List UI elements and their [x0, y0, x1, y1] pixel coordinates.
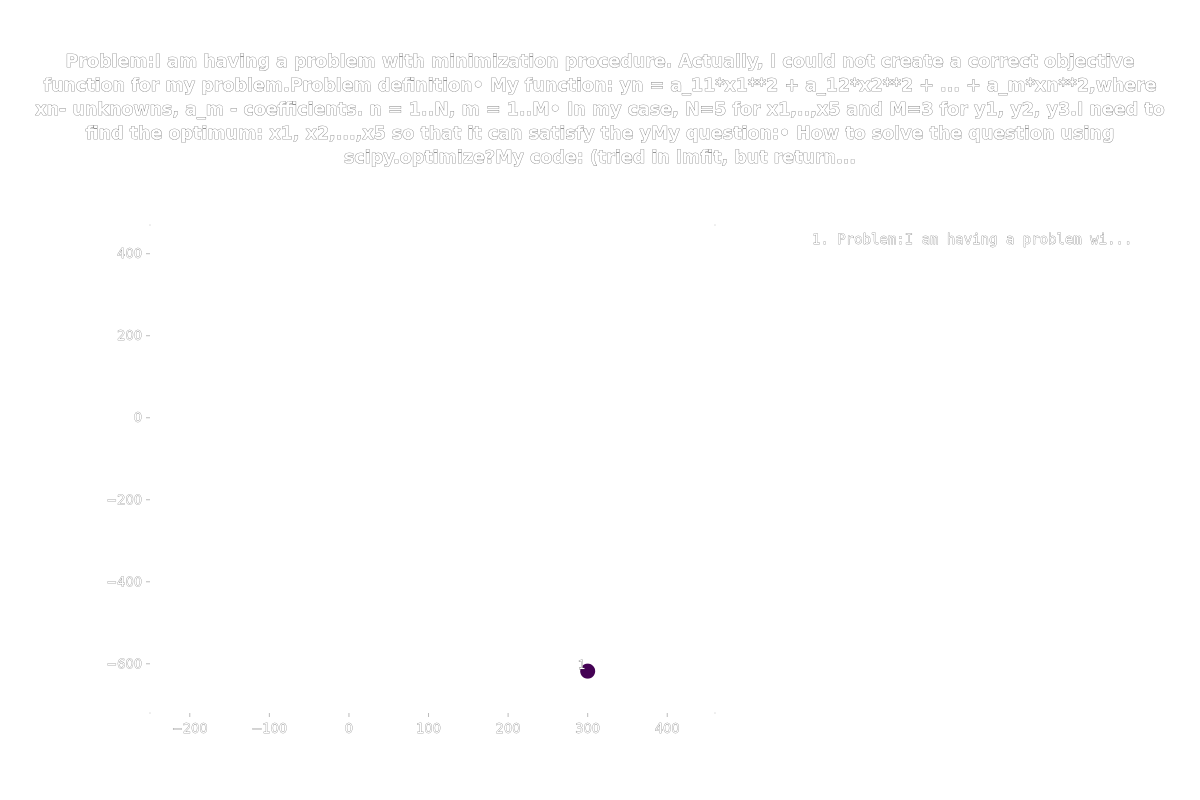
data-point [580, 663, 596, 679]
x-tick-label: −200 [172, 722, 208, 737]
y-tick-label: 0 [134, 411, 142, 426]
y-tick-label: 400 [117, 247, 142, 262]
frame-corner-dot [149, 712, 151, 714]
y-tick-label: 200 [117, 329, 142, 344]
chart-title: Problem:I am having a problem with minim… [35, 52, 1165, 169]
legend-entry: 1. Problem:I am having a problem wi... [812, 232, 1133, 249]
x-tick-label: 400 [655, 722, 680, 737]
x-tick-label: 100 [416, 722, 441, 737]
x-tick-label: −100 [252, 722, 288, 737]
frame-corner-dot [714, 224, 716, 226]
y-tick-label: −400 [106, 575, 142, 590]
y-tick-label: −600 [106, 657, 142, 672]
frame-corner-dot [149, 224, 151, 226]
data-point-label: 1 [578, 658, 586, 672]
frame-corner-dot [714, 712, 716, 714]
x-tick-label: 300 [575, 722, 600, 737]
y-tick-label: −200 [106, 493, 142, 508]
x-tick-label: 0 [345, 722, 353, 737]
x-tick-label: 200 [496, 722, 521, 737]
